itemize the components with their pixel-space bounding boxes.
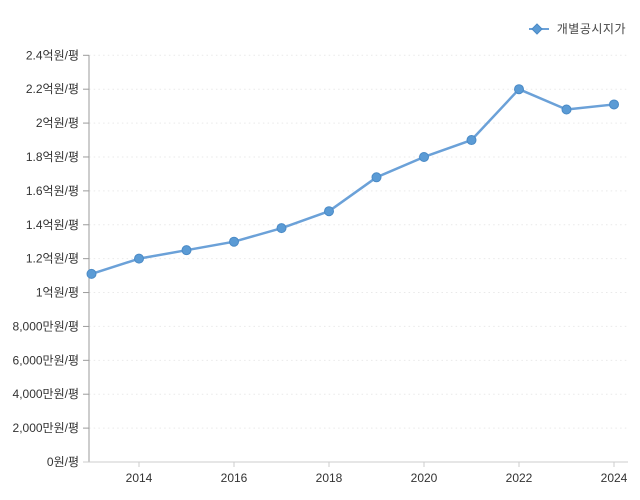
data-point[interactable] (466, 135, 477, 146)
data-point[interactable] (324, 206, 334, 217)
y-tick-label: 2,000만원/평 (13, 421, 79, 435)
data-point[interactable] (181, 245, 192, 256)
data-point[interactable] (609, 99, 619, 110)
data-point[interactable] (419, 151, 429, 162)
x-tick-label: 2020 (411, 471, 438, 485)
data-point[interactable] (86, 268, 97, 279)
data-point[interactable] (514, 84, 524, 95)
x-tick-label: 2016 (221, 471, 248, 485)
x-tick-label: 2022 (506, 471, 533, 485)
y-tick-label: 1.4억원/평 (26, 218, 79, 232)
legend-item[interactable]: 개별공시지가 (528, 20, 626, 37)
y-tick-label: 8,000만원/평 (13, 319, 79, 333)
x-tick-label: 2024 (601, 471, 628, 485)
y-tick-label: 2억원/평 (36, 116, 79, 130)
y-tick-label: 2.2억원/평 (26, 82, 79, 96)
legend-label: 개별공시지가 (556, 22, 626, 36)
x-tick-label: 2014 (126, 471, 153, 485)
series-line (90, 87, 616, 276)
legend-diamond-line-icon (528, 22, 549, 35)
y-tick-label: 1억원/평 (36, 286, 79, 300)
y-tick-label: 1.8억원/평 (26, 150, 79, 164)
data-point[interactable] (134, 253, 144, 264)
data-point[interactable] (561, 104, 572, 115)
y-tick-label: 1.2억원/평 (26, 252, 79, 266)
data-point[interactable] (276, 223, 287, 234)
y-tick-label: 0원/평 (47, 455, 79, 469)
y-tick-label: 2.4억원/평 (26, 48, 79, 62)
data-point[interactable] (229, 236, 239, 247)
data-point[interactable] (371, 172, 382, 183)
x-tick-label: 2018 (316, 471, 343, 485)
y-tick-label: 4,000만원/평 (13, 387, 79, 401)
y-tick-label: 1.6억원/평 (26, 184, 79, 198)
y-tick-label: 6,000만원/평 (13, 353, 79, 367)
